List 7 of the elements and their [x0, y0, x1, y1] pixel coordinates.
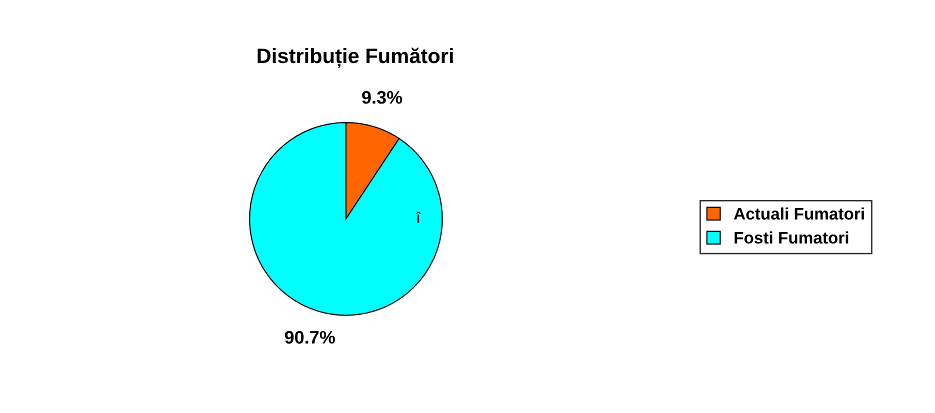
data-label: 90.7%	[284, 330, 335, 344]
data-label: 9.3%	[362, 90, 402, 104]
chart-title: Distribuție Fumători	[258, 48, 453, 68]
legend-label: Fosti Fumatori	[734, 231, 848, 244]
legend-label: Actuali Fumatori	[734, 207, 864, 220]
text: î	[416, 212, 421, 223]
pie-slice	[249, 122, 443, 316]
